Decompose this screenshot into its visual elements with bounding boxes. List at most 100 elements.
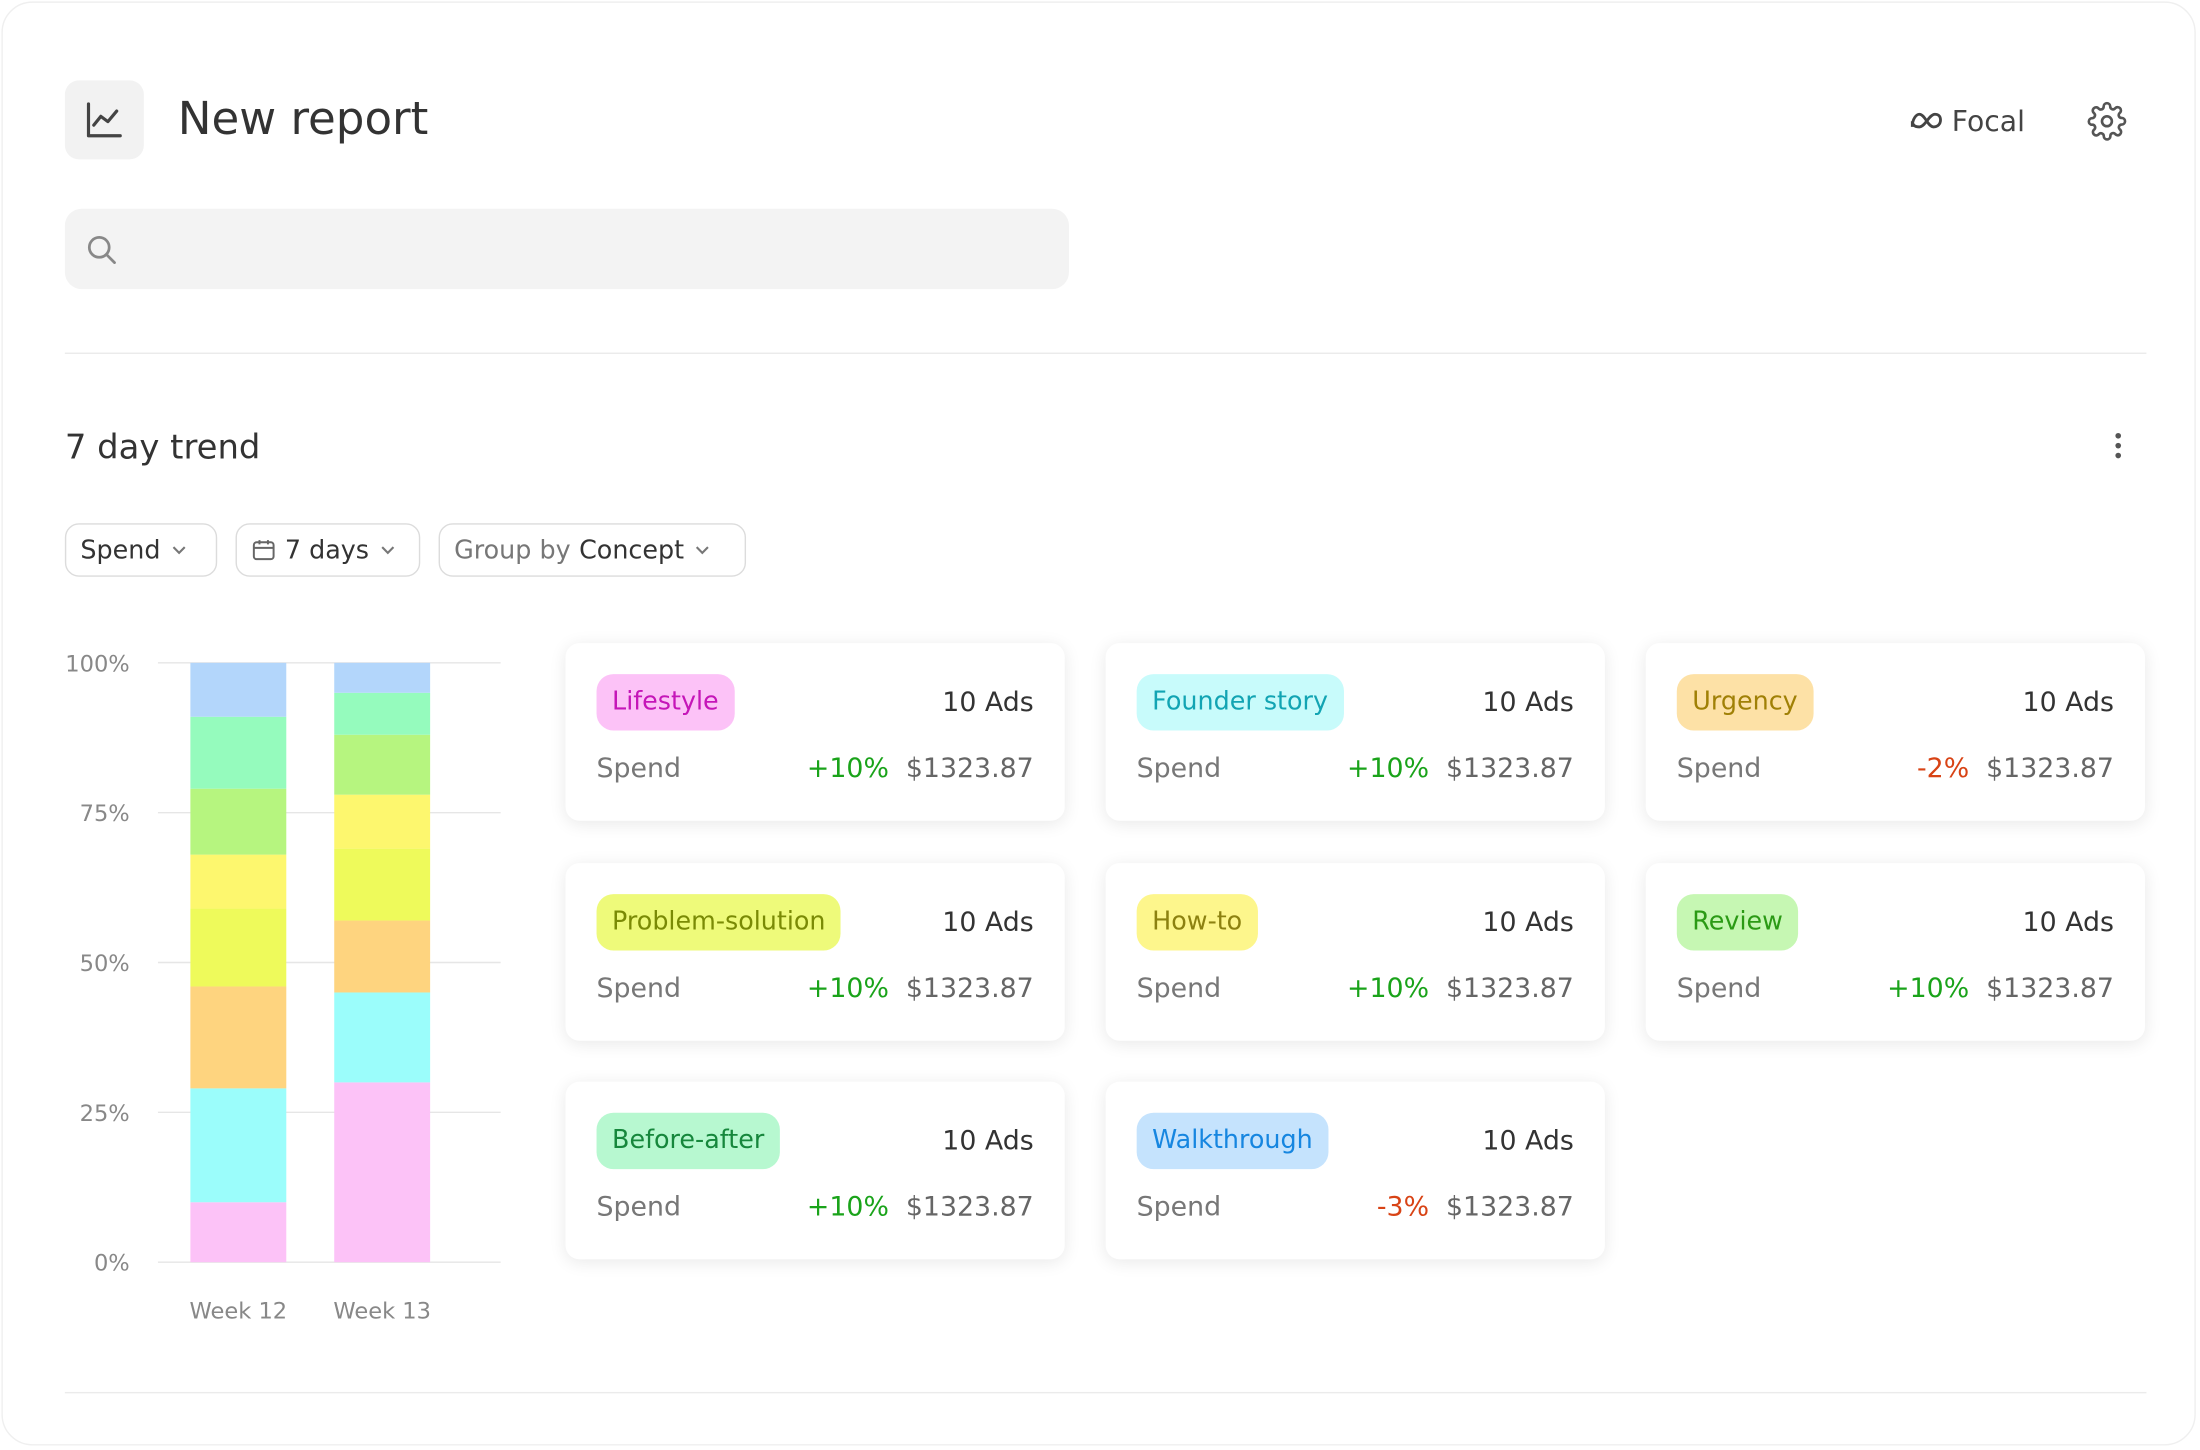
- change: +10%: [1347, 973, 1430, 1005]
- more-menu[interactable]: [2107, 429, 2130, 468]
- concept-card[interactable]: Before-after 10 Ads Spend +10% $1323.87: [565, 1081, 1065, 1260]
- ad-count: 10 Ads: [1482, 906, 1574, 938]
- metric-label: Spend: [596, 1191, 682, 1223]
- concept-card[interactable]: Lifestyle 10 Ads Spend +10% $1323.87: [565, 643, 1065, 821]
- spend-value: $1323.87: [905, 753, 1034, 785]
- spend-value: $1323.87: [1986, 973, 2114, 1005]
- concept-tag: Founder story: [1136, 674, 1344, 731]
- group-filter[interactable]: Group by Concept: [438, 523, 747, 577]
- concept-tag: Problem-solution: [596, 894, 842, 951]
- bar-segment: [190, 716, 287, 789]
- concept-tag: Urgency: [1676, 674, 1814, 731]
- metric-label: Spend: [1136, 753, 1222, 785]
- divider: [64, 352, 2147, 354]
- bar-segment: [190, 986, 287, 1089]
- search-box[interactable]: [64, 208, 1069, 290]
- y-tick-label: 0%: [94, 1251, 130, 1277]
- brand[interactable]: Focal: [1909, 102, 2025, 141]
- metric-values: +10% $1323.87: [1347, 750, 1574, 787]
- report-title: New report: [177, 91, 429, 146]
- concept-card[interactable]: Review 10 Ads Spend +10% $1323.87: [1645, 863, 2146, 1041]
- bar-segment: [334, 734, 431, 795]
- settings-button[interactable]: [2087, 101, 2127, 147]
- group-filter-value: Concept: [579, 535, 685, 565]
- change: +10%: [806, 753, 889, 785]
- concept-tag: Before-after: [596, 1112, 780, 1170]
- concept-card[interactable]: Walkthrough 10 Ads Spend -3% $1323.87: [1105, 1081, 1605, 1260]
- divider: [64, 1391, 2147, 1394]
- spend-value: $1323.87: [1445, 1191, 1574, 1223]
- y-tick-label: 75%: [80, 801, 130, 827]
- ad-count: 10 Ads: [942, 686, 1034, 718]
- ad-count: 10 Ads: [1482, 1125, 1574, 1157]
- metric-values: +10% $1323.87: [807, 970, 1034, 1007]
- metric-values: -3% $1323.87: [1377, 1189, 1574, 1226]
- bar-segment: [190, 1202, 287, 1263]
- change: +10%: [1887, 973, 1970, 1005]
- concept-tag: Lifestyle: [596, 674, 735, 731]
- metric-values: +10% $1323.87: [807, 750, 1034, 787]
- change: -3%: [1376, 1191, 1430, 1223]
- y-tick-label: 50%: [80, 951, 130, 977]
- metric-label: Spend: [596, 973, 682, 1005]
- metric-values: -2% $1323.87: [1917, 750, 2114, 787]
- bar-segment: [334, 692, 431, 735]
- group-filter-prefix: Group by: [454, 535, 571, 565]
- y-tick-label: 25%: [80, 1101, 130, 1127]
- bar-segment: [334, 1082, 431, 1263]
- metric-values: +10% $1323.87: [1887, 970, 2114, 1007]
- range-filter[interactable]: 7 days: [235, 523, 421, 577]
- change: -2%: [1917, 753, 1970, 785]
- range-filter-label: 7 days: [284, 535, 370, 565]
- concept-tag: How-to: [1136, 894, 1258, 951]
- bar-segment: [190, 908, 287, 987]
- concept-card[interactable]: Founder story 10 Ads Spend +10% $1323.87: [1105, 643, 1605, 821]
- metric-filter[interactable]: Spend: [64, 523, 218, 577]
- report-icon: [64, 80, 144, 160]
- y-tick-label: 100%: [65, 651, 129, 677]
- ad-count: 10 Ads: [1482, 686, 1574, 718]
- x-tick-label: Week 13: [333, 1299, 431, 1325]
- bar-segment: [190, 854, 287, 909]
- spend-value: $1323.87: [1445, 973, 1574, 1005]
- ad-count: 10 Ads: [942, 906, 1034, 938]
- chart: 0% 25% 50% 75% 100% Week 12 Week 13: [65, 651, 501, 1325]
- change: +10%: [1347, 753, 1430, 785]
- spend-value: $1323.87: [1986, 753, 2114, 785]
- change: +10%: [806, 973, 889, 1005]
- bar-segment: [334, 662, 431, 693]
- concept-tag: Review: [1676, 894, 1799, 951]
- metric-values: +10% $1323.87: [807, 1189, 1034, 1226]
- spend-value: $1323.87: [905, 1191, 1034, 1223]
- section-title: 7 day trend: [64, 427, 261, 467]
- concept-card[interactable]: Urgency 10 Ads Spend -2% $1323.87: [1645, 643, 2146, 821]
- ad-count: 10 Ads: [2022, 906, 2114, 938]
- metric-label: Spend: [596, 753, 682, 785]
- bar-segment: [190, 662, 287, 717]
- bar-segment: [190, 788, 287, 855]
- bar-segment: [334, 848, 431, 921]
- bar-segment: [190, 1088, 287, 1203]
- concept-card[interactable]: How-to 10 Ads Spend +10% $1323.87: [1105, 863, 1605, 1041]
- concept-tag: Walkthrough: [1136, 1112, 1329, 1170]
- bar-segment: [334, 992, 431, 1083]
- ad-count: 10 Ads: [2022, 686, 2114, 718]
- metric-label: Spend: [1676, 973, 1762, 1005]
- concept-card[interactable]: Problem-solution 10 Ads Spend +10% $1323.87: [565, 863, 1065, 1041]
- metric-values: +10% $1323.87: [1347, 970, 1574, 1007]
- metric-label: Spend: [1136, 1191, 1222, 1223]
- spend-value: $1323.87: [905, 973, 1034, 1005]
- spend-value: $1323.87: [1445, 753, 1574, 785]
- ad-count: 10 Ads: [942, 1125, 1034, 1157]
- x-tick-label: Week 12: [190, 1299, 288, 1325]
- bar-segment: [334, 920, 431, 993]
- metric-label: Spend: [1136, 973, 1222, 1005]
- brand-name: Focal: [1951, 104, 2025, 139]
- bar-segment: [334, 794, 431, 849]
- metric-filter-label: Spend: [80, 535, 161, 565]
- change: +10%: [806, 1191, 889, 1223]
- metric-label: Spend: [1676, 753, 1762, 785]
